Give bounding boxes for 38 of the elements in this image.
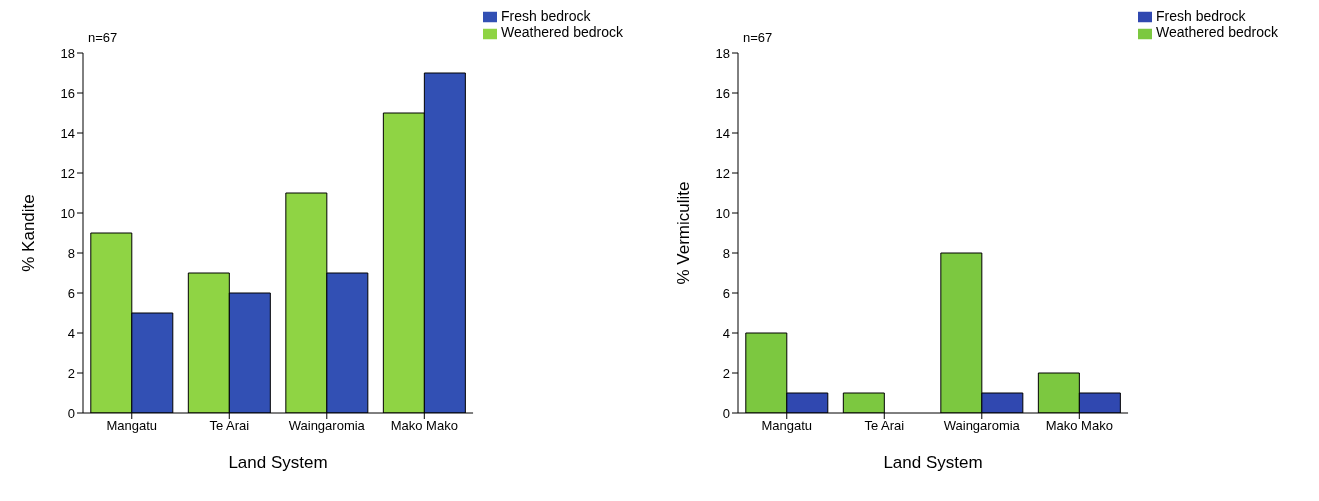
y-tick-label: 0 [67,405,75,421]
y-tick-label: 18 [60,45,75,61]
legend-label: Fresh bedrock [1156,8,1246,24]
x-tick-label: Mangatu [106,418,158,434]
text: n=67 [743,30,773,45]
y-tick-label: 4 [67,325,75,341]
x-tick-label: Mako Mako [1045,418,1113,434]
x-axis-title: Land System [228,453,328,472]
x-tick-label: Mako Mako [390,418,458,434]
y-tick-label: 2 [67,365,75,381]
y-tick-label: 6 [722,285,730,301]
legend-label: Fresh bedrock [501,8,591,24]
y-tick-label: 8 [67,245,75,261]
x-tick-label: Mangatu [761,418,813,434]
legend-label: Weathered bedrock [501,24,623,41]
x-tick-label: Waingaromia [943,418,1021,434]
y-tick-label: 12 [60,165,75,181]
y-tick-label: 4 [722,325,730,341]
y-tick-label: 2 [722,365,730,381]
y-tick-label: 0 [722,405,730,421]
y-tick-label: 14 [715,125,730,141]
x-axis-title: Land System [883,453,983,472]
y-tick-label: 6 [67,285,75,301]
y-tick-label: 8 [722,245,730,261]
x-tick-label: Te Arai [209,418,250,434]
text: n=67 [88,30,118,45]
y-tick-label: 12 [715,165,730,181]
y-tick-label: 10 [715,205,730,221]
y-axis-title: % Kandite [19,194,39,272]
x-tick-label: Waingaromia [288,418,366,434]
y-tick-label: 18 [715,45,730,61]
y-axis-title: % Vermiculite [674,181,694,285]
y-tick-label: 16 [60,85,75,101]
y-tick-label: 10 [60,205,75,221]
y-tick-label: 14 [60,125,75,141]
x-tick-label: Te Arai [864,418,905,434]
y-tick-label: 16 [715,85,730,101]
legend-label: Weathered bedrock [1156,24,1278,41]
